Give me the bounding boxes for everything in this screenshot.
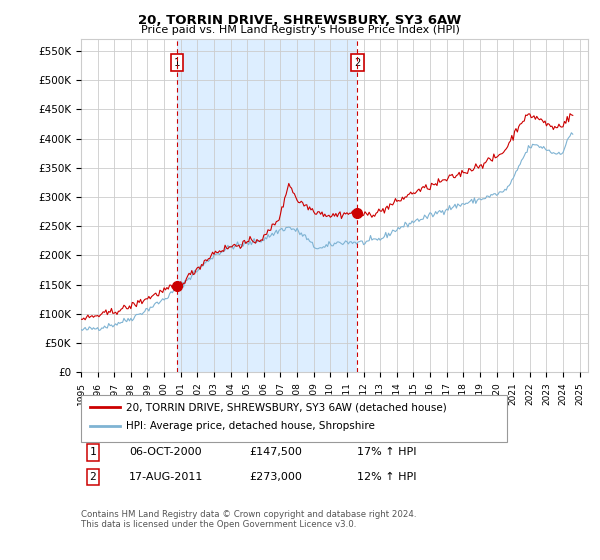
Text: Price paid vs. HM Land Registry's House Price Index (HPI): Price paid vs. HM Land Registry's House … — [140, 25, 460, 35]
Text: HPI: Average price, detached house, Shropshire: HPI: Average price, detached house, Shro… — [126, 421, 375, 431]
Text: Contains HM Land Registry data © Crown copyright and database right 2024.
This d: Contains HM Land Registry data © Crown c… — [81, 510, 416, 529]
Text: £147,500: £147,500 — [249, 447, 302, 458]
Text: 1: 1 — [89, 447, 97, 458]
Text: £273,000: £273,000 — [249, 472, 302, 482]
Text: 2: 2 — [89, 472, 97, 482]
Text: 17-AUG-2011: 17-AUG-2011 — [129, 472, 203, 482]
Text: 06-OCT-2000: 06-OCT-2000 — [129, 447, 202, 458]
Text: 20, TORRIN DRIVE, SHREWSBURY, SY3 6AW: 20, TORRIN DRIVE, SHREWSBURY, SY3 6AW — [139, 14, 461, 27]
Text: 1: 1 — [174, 58, 181, 68]
Bar — [177, 39, 358, 372]
Text: 17% ↑ HPI: 17% ↑ HPI — [357, 447, 416, 458]
Text: 2: 2 — [355, 58, 361, 68]
Text: 12% ↑ HPI: 12% ↑ HPI — [357, 472, 416, 482]
Text: 20, TORRIN DRIVE, SHREWSBURY, SY3 6AW (detached house): 20, TORRIN DRIVE, SHREWSBURY, SY3 6AW (d… — [126, 402, 447, 412]
